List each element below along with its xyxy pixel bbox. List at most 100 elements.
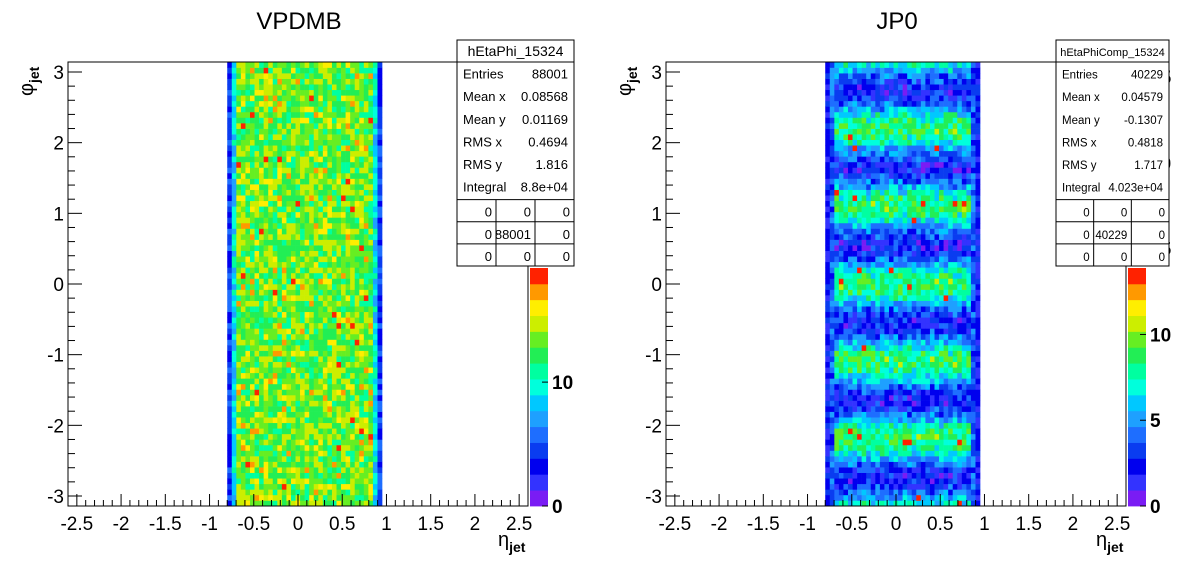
heatmap-cell [925,250,931,257]
heatmap-cell [354,456,360,462]
heatmap-cell [884,428,890,435]
heatmap-cell [866,350,872,357]
heatmap-cell [295,67,301,74]
heatmap-cell [295,467,301,473]
heatmap-cell [907,78,913,85]
heatmap-cell [907,272,913,279]
heatmap-cell [893,250,899,257]
heatmap-cell [848,134,853,140]
heatmap-cell [888,84,894,91]
heatmap-cell [363,250,369,257]
heatmap-cell [929,417,935,424]
heatmap-cell [313,278,319,285]
heatmap-cell [857,450,862,457]
heatmap-cell [286,489,292,496]
heatmap-cell [368,128,374,135]
heatmap-cell [263,206,269,213]
heatmap-cell [254,128,260,135]
heatmap-cell [231,245,237,251]
heatmap-cell [902,295,908,301]
heatmap-cell [313,367,319,374]
heatmap-cell [336,367,342,374]
heatmap-cell [825,417,831,424]
heatmap-cell [925,234,931,240]
heatmap-cell [893,372,899,379]
heatmap-cell [318,372,324,379]
heatmap-cell [893,350,899,357]
heatmap-cell [893,234,899,240]
heatmap-cell [245,128,251,135]
heatmap-cell [245,100,251,107]
heatmap-cell [834,161,840,168]
heatmap-cell [902,361,908,368]
heatmap-cell [250,411,255,418]
heatmap-cell [259,433,264,440]
heatmap-cell [934,261,940,268]
heatmap-cell [281,483,287,490]
heatmap-cell [318,289,324,296]
heatmap-cell [245,356,251,362]
heatmap-cell [884,306,890,313]
heatmap-cell [359,494,365,501]
heatmap-cell [359,228,365,235]
heatmap-cell [272,239,278,246]
heatmap-cell [322,456,328,462]
heatmap-cell [916,239,922,246]
heatmap-cell [920,350,926,357]
heatmap-cell [295,322,301,329]
heatmap-cell [848,317,853,324]
heatmap-cell [888,267,894,274]
heatmap-cell [838,167,844,174]
heatmap-cell [350,444,356,451]
heatmap-cell [354,289,360,296]
heatmap-cell [911,89,917,96]
heatmap-cell [368,322,374,329]
heatmap-cell [345,73,351,79]
heatmap-cell [286,456,292,462]
heatmap-cell [231,217,237,224]
heatmap-cell [943,361,949,368]
heatmap-cell [368,100,374,107]
heatmap-cell [875,339,881,346]
heatmap-cell [879,400,885,407]
heatmap-cell [254,195,260,202]
heatmap-cell [372,428,378,435]
heatmap-cell [916,367,922,374]
heatmap-cell [236,222,242,229]
heatmap-cell [359,383,365,390]
heatmap-cell [313,372,319,379]
heatmap-cell [322,328,328,335]
heatmap-cell [934,161,940,168]
heatmap-cell [838,222,844,229]
heatmap-cell [916,345,922,351]
heatmap-cell [843,139,849,146]
heatmap-cell [857,300,862,307]
heatmap-cell [825,278,831,285]
heatmap-cell [313,378,319,385]
heatmap-cell [277,211,283,218]
heatmap-cell [939,167,944,174]
heatmap-cell [281,356,287,362]
heatmap-cell [263,167,269,174]
heatmap-cell [929,322,935,329]
heatmap-cell [227,278,233,285]
heatmap-cell [857,339,862,346]
heatmap-cell [934,500,940,507]
heatmap-cell [341,494,346,501]
heatmap-cell [245,222,251,229]
heatmap-cell [227,417,233,424]
heatmap-cell [377,395,383,401]
heatmap-cell [309,367,315,374]
heatmap-cell [861,395,867,401]
heatmap-cell [331,134,337,140]
heatmap-cell [884,178,890,185]
heatmap-cell [304,128,310,135]
heatmap-cell [345,295,351,301]
heatmap-cell [843,361,849,368]
heatmap-cell [857,278,862,285]
heatmap-cell [925,67,931,74]
heatmap-cell [313,184,319,190]
heatmap-cell [843,161,849,168]
heatmap-cell [377,239,383,246]
heatmap-cell [290,345,296,351]
